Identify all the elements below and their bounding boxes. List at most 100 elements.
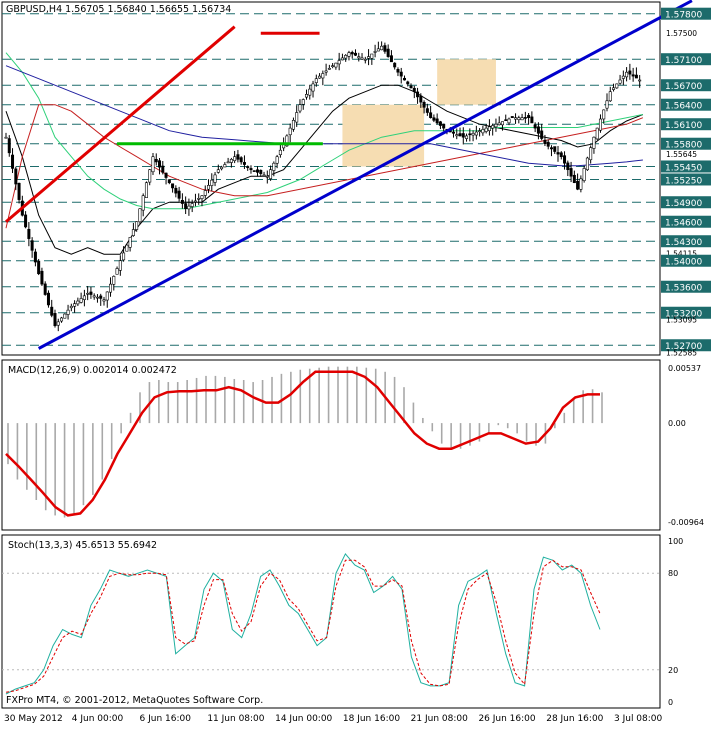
- candle-body: [517, 117, 521, 120]
- candle-body: [252, 170, 256, 172]
- axes: 1.57800 1.57500 1.57100 1.56700 1.56400 1.561…: [4, 7, 711, 724]
- stochastic-title: Stoch(13,3,3) 45.6513 55.6942: [8, 540, 157, 551]
- price-label: 1.54300: [665, 238, 702, 248]
- candle-body: [589, 147, 593, 161]
- candle-body: [598, 118, 602, 131]
- candle-body: [543, 139, 547, 145]
- candle-body: [60, 317, 64, 322]
- candle-body: [510, 116, 514, 119]
- candle-body: [82, 295, 86, 300]
- stoch-signal-line: [5, 559, 601, 693]
- price-label: 1.55450: [665, 163, 702, 173]
- candle-body: [148, 169, 152, 183]
- time-label: 18 Jun 16:00: [343, 714, 400, 724]
- price-label: 1.57800: [665, 11, 702, 21]
- candle-body: [380, 45, 384, 51]
- candle-body: [533, 124, 537, 129]
- candle-body: [458, 133, 462, 137]
- stochastic-panel: [2, 552, 660, 695]
- candle-body: [259, 169, 263, 174]
- candle-body: [373, 51, 377, 53]
- candle-body: [285, 135, 289, 147]
- candle-body: [226, 161, 230, 164]
- candle-body: [109, 283, 113, 293]
- candle-body: [500, 121, 504, 126]
- candle-body: [275, 156, 279, 164]
- candle-body: [608, 91, 612, 102]
- candle-body: [164, 172, 168, 178]
- candle-body: [416, 91, 420, 98]
- price-label: 1.55800: [665, 141, 702, 151]
- candle-body: [40, 270, 44, 285]
- candle-body: [239, 157, 243, 163]
- candle-body: [360, 57, 364, 60]
- candle-body: [376, 48, 380, 52]
- candle-body: [265, 175, 269, 178]
- candle-body: [112, 276, 116, 285]
- consolidation-box: [342, 104, 425, 167]
- price-label-badge: [661, 160, 711, 173]
- time-label: 28 Jun 16:00: [546, 714, 603, 724]
- price-label: 1.54600: [665, 219, 702, 229]
- candle-body: [53, 313, 57, 327]
- candle-body: [471, 133, 475, 136]
- candle-body: [50, 306, 54, 316]
- candle-body: [331, 65, 335, 68]
- candle-body: [618, 79, 622, 84]
- candle-body: [625, 71, 629, 78]
- candle-body: [105, 291, 109, 301]
- candle-body: [514, 117, 518, 120]
- candle-body: [559, 152, 563, 158]
- candle-body: [138, 208, 142, 223]
- candle-body: [569, 168, 573, 177]
- trendline: [37, 0, 693, 350]
- candle-body: [298, 104, 302, 112]
- candle-body: [11, 154, 15, 169]
- candle-body: [461, 133, 465, 138]
- price-label-badge: [661, 98, 711, 111]
- candle-body: [128, 237, 132, 248]
- price-label: 1.55250: [665, 176, 702, 186]
- candle-body: [24, 214, 28, 228]
- candle-body: [14, 168, 18, 185]
- price-label-badge: [661, 280, 711, 293]
- candle-body: [634, 74, 638, 79]
- candle-body: [207, 185, 211, 190]
- candle-body: [487, 126, 491, 131]
- price-label-badge: [661, 235, 711, 248]
- candle-body: [220, 166, 224, 170]
- candle-body: [318, 75, 322, 79]
- candle-body: [102, 299, 106, 302]
- candle-body: [435, 118, 439, 124]
- macd-axis-label: 0.00537: [668, 364, 701, 373]
- candle-body: [311, 83, 315, 92]
- candle-body: [256, 169, 260, 173]
- price-label: 1.54900: [665, 199, 702, 209]
- candle-body: [177, 190, 181, 199]
- candle-body: [249, 168, 253, 171]
- candle-body: [455, 134, 459, 137]
- macd-signal-line: [5, 370, 600, 517]
- candle-body: [621, 75, 625, 79]
- copyright-footer: FXPro MT4, © 2001-2012, MetaQuotes Softw…: [6, 695, 263, 706]
- price-panel: [2, 0, 693, 350]
- candle-body: [197, 198, 201, 200]
- candle-body: [422, 101, 426, 108]
- candle-body: [115, 268, 119, 275]
- candle-body: [549, 147, 553, 150]
- candle-body: [167, 179, 171, 184]
- candle-body: [305, 94, 309, 98]
- price-label: 1.53200: [665, 310, 702, 320]
- price-label-badge: [661, 137, 711, 150]
- candle-body: [347, 52, 351, 57]
- macd-axis-label: -0.00964: [668, 518, 704, 527]
- ma-green-line: [5, 52, 643, 210]
- candle-body: [406, 81, 410, 85]
- candle-body: [193, 200, 197, 203]
- candle-body: [79, 298, 83, 303]
- candle-body: [233, 156, 237, 162]
- candle-body: [242, 162, 246, 165]
- candle-body: [340, 57, 344, 61]
- candle-body: [27, 228, 31, 239]
- candle-body: [576, 180, 580, 190]
